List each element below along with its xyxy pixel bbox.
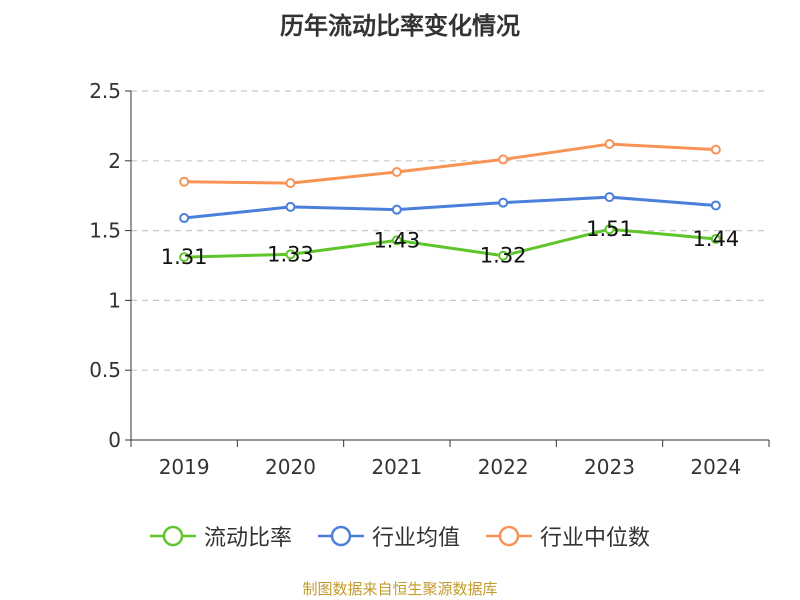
legend-swatch — [486, 525, 532, 547]
legend-item[interactable]: 行业均值 — [317, 520, 460, 552]
y-tick-label: 1.5 — [89, 219, 121, 243]
axes: 0 0.5 1 1.5 2 2.5 2019 2020 2021 2022 2023 2024 — [89, 79, 770, 479]
legend-swatch-marker — [330, 525, 352, 547]
y-tick-label: 0 — [108, 428, 121, 452]
legend-label: 行业均值 — [371, 526, 460, 551]
legend: 流动比率 行业均值 行业中位数 — [0, 520, 800, 552]
x-tick-label: 2021 — [371, 455, 422, 479]
legend-swatch-marker — [498, 525, 520, 547]
data-point — [391, 204, 402, 215]
data-point — [710, 200, 721, 211]
data-point — [179, 213, 190, 224]
data-label: 1.32 — [480, 244, 527, 268]
data-point — [498, 250, 509, 261]
data-point — [710, 233, 721, 244]
data-point — [604, 139, 615, 150]
data-point — [285, 249, 296, 260]
x-tick-label: 2024 — [690, 455, 741, 479]
legend-label: 流动比率 — [203, 526, 292, 551]
data-point — [604, 224, 615, 235]
data-point — [498, 154, 509, 165]
legend-label: 行业中位数 — [540, 526, 651, 551]
y-tick-label: 2.5 — [89, 79, 121, 103]
grid-lines — [131, 90, 769, 371]
series-lines — [179, 139, 721, 263]
legend-swatch — [317, 525, 364, 547]
data-point — [391, 166, 402, 177]
data-point — [179, 252, 190, 263]
data-label: 1.33 — [267, 242, 314, 266]
data-point — [604, 192, 615, 203]
y-tick-label: 1 — [108, 288, 121, 312]
series-line-0 — [184, 227, 716, 259]
chart-title: 历年流动比率变化情况 — [280, 12, 520, 40]
series-line-1 — [184, 195, 716, 220]
data-label: 1.31 — [161, 245, 208, 269]
legend-item[interactable]: 流动比率 — [149, 520, 292, 552]
data-labels: 1.31 1.33 1.43 1.32 1.51 1.44 — [161, 217, 739, 269]
data-point — [498, 197, 509, 208]
x-tick-label: 2019 — [159, 455, 210, 479]
data-point — [179, 176, 190, 187]
data-point — [285, 178, 296, 189]
data-label: 1.44 — [692, 227, 739, 251]
x-tick-label: 2022 — [478, 455, 529, 479]
data-label: 1.43 — [373, 228, 420, 252]
x-tick-label: 2023 — [584, 455, 635, 479]
y-tick-label: 2 — [108, 149, 121, 173]
legend-swatch — [149, 525, 196, 547]
x-tick-label: 2020 — [265, 455, 316, 479]
series-line-2 — [184, 142, 716, 185]
data-point — [391, 235, 402, 246]
legend-swatch-marker — [162, 525, 184, 547]
data-point — [710, 144, 721, 155]
legend-item[interactable]: 行业中位数 — [486, 520, 650, 552]
data-label: 1.51 — [586, 217, 633, 241]
y-tick-label: 0.5 — [89, 358, 121, 382]
data-point — [285, 201, 296, 212]
source-note: 制图数据来自恒生聚源数据库 — [302, 580, 498, 598]
